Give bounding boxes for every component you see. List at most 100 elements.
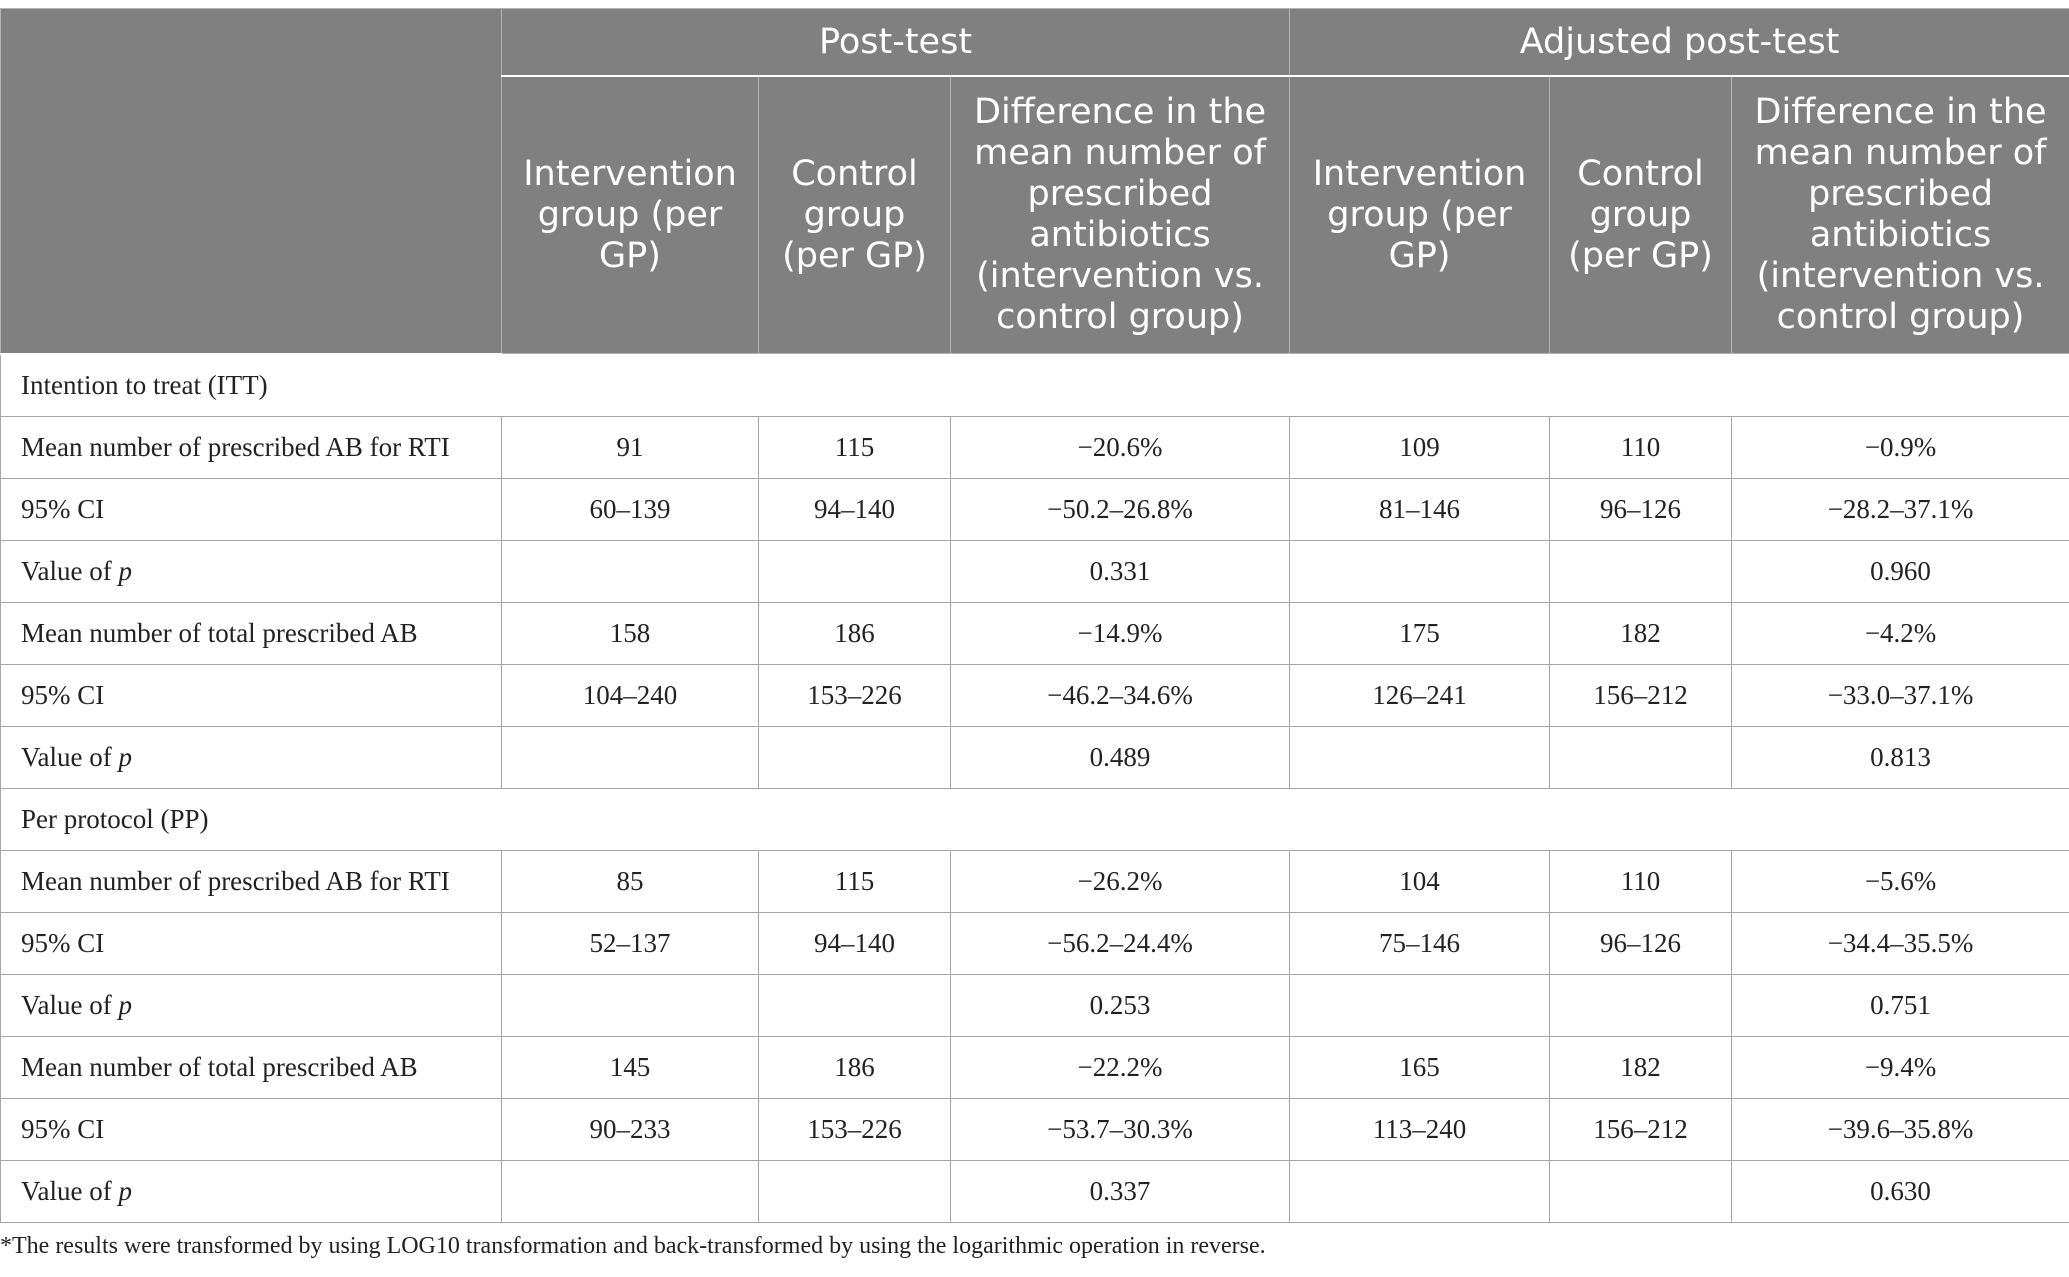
table-cell xyxy=(1549,973,1733,1037)
table-cell: 156–212 xyxy=(1549,1097,1733,1161)
table-cell: 0.331 xyxy=(949,539,1291,603)
table-cell: 0.253 xyxy=(949,973,1291,1037)
table-cell: −53.7–30.3% xyxy=(949,1097,1291,1161)
table-cell: −22.2% xyxy=(949,1035,1291,1099)
table-cell: 60–139 xyxy=(501,477,759,541)
table-cell: 0.489 xyxy=(949,725,1291,789)
header-corner-cell xyxy=(0,8,502,355)
header-post-intervention: Intervention group (per GP) xyxy=(501,75,759,354)
table-cell: 156–212 xyxy=(1549,663,1733,727)
row-label: 95% CI xyxy=(0,1097,502,1161)
table-cell: 75–146 xyxy=(1289,911,1551,975)
table-row: Mean number of total prescribed AB 158 186… xyxy=(0,601,2069,665)
results-table-container: Post-test Adjusted post-test Interventio… xyxy=(0,8,2069,1223)
table-cell: 0.337 xyxy=(949,1159,1291,1223)
table-cell xyxy=(1289,539,1551,603)
row-label-prefix: Value of xyxy=(21,555,119,586)
table-cell: 182 xyxy=(1549,1035,1733,1099)
table-cell: −34.4–35.5% xyxy=(1731,911,2069,975)
header-group-post-test: Post-test xyxy=(500,8,1291,77)
table-cell: 186 xyxy=(758,1035,951,1099)
table-row: Value of p 0.253 0.751 xyxy=(0,973,2069,1037)
table-cell: 145 xyxy=(501,1035,759,1099)
table-cell: 126–241 xyxy=(1289,663,1551,727)
table-cell: 90–233 xyxy=(501,1097,759,1161)
table-cell xyxy=(758,1159,951,1223)
table-cell: 104 xyxy=(1289,849,1551,913)
table-cell xyxy=(758,725,951,789)
row-label-prefix: Value of xyxy=(21,989,119,1020)
header-adjusted-intervention: Intervention group (per GP) xyxy=(1289,75,1551,354)
table-cell xyxy=(501,539,759,603)
table-cell: −56.2–24.4% xyxy=(949,911,1291,975)
results-table: Post-test Adjusted post-test Interventio… xyxy=(0,8,2069,1223)
table-cell: −46.2–34.6% xyxy=(949,663,1291,727)
table-cell: −5.6% xyxy=(1731,849,2069,913)
table-cell: 115 xyxy=(758,849,951,913)
table-row: 95% CI 60–139 94–140 −50.2–26.8% 81–146 96–12… xyxy=(0,477,2069,541)
table-cell xyxy=(1289,973,1551,1037)
table-cell: 91 xyxy=(501,415,759,479)
table-cell: 158 xyxy=(501,601,759,665)
table-cell: 96–126 xyxy=(1549,477,1733,541)
table-body: Intention to treat (ITT) Mean number of p… xyxy=(0,353,2069,1223)
table-row: Mean number of prescribed AB for RTI 85 11… xyxy=(0,849,2069,913)
row-label: 95% CI xyxy=(0,663,502,727)
row-label-prefix: Value of xyxy=(21,1175,119,1206)
header-group-row: Post-test Adjusted post-test xyxy=(0,8,2069,355)
table-cell xyxy=(758,973,951,1037)
row-label: Mean number of prescribed AB for RTI xyxy=(0,849,502,913)
table-cell: 109 xyxy=(1289,415,1551,479)
row-label-variable: p xyxy=(118,1175,132,1206)
header-adjusted-control: Control group (per GP) xyxy=(1549,75,1733,354)
table-cell: −0.9% xyxy=(1731,415,2069,479)
table-cell xyxy=(758,539,951,603)
table-cell: 52–137 xyxy=(501,911,759,975)
table-cell: −14.9% xyxy=(949,601,1291,665)
table-row: 95% CI 90–233 153–226 −53.7–30.3% 113–240 156… xyxy=(0,1097,2069,1161)
table-cell: 165 xyxy=(1289,1035,1551,1099)
table-cell: −33.0–37.1% xyxy=(1731,663,2069,727)
table-cell xyxy=(501,725,759,789)
header-group-adjusted-post-test: Adjusted post-test xyxy=(1289,8,2069,77)
table-cell: −9.4% xyxy=(1731,1035,2069,1099)
table-cell: 0.813 xyxy=(1731,725,2069,789)
table-header: Post-test Adjusted post-test Interventio… xyxy=(0,8,2069,355)
table-row: Value of p 0.337 0.630 xyxy=(0,1159,2069,1223)
table-cell: 94–140 xyxy=(758,477,951,541)
header-post-control: Control group (per GP) xyxy=(758,75,951,354)
table-cell: 85 xyxy=(501,849,759,913)
table-cell: 175 xyxy=(1289,601,1551,665)
row-label: Value of p xyxy=(0,973,502,1037)
header-post-difference: Difference in the mean number of prescri… xyxy=(949,75,1291,354)
table-row: Mean number of total prescribed AB 145 186… xyxy=(0,1035,2069,1099)
row-label-variable: p xyxy=(118,555,132,586)
table-cell xyxy=(1549,539,1733,603)
table-cell: 0.751 xyxy=(1731,973,2069,1037)
table-cell: 96–126 xyxy=(1549,911,1733,975)
section-header-row: Intention to treat (ITT) xyxy=(0,353,2069,417)
table-cell: 113–240 xyxy=(1289,1097,1551,1161)
table-cell xyxy=(501,1159,759,1223)
row-label: 95% CI xyxy=(0,477,502,541)
table-row: Value of p 0.489 0.813 xyxy=(0,725,2069,789)
row-label: Value of p xyxy=(0,1159,502,1223)
table-cell: 110 xyxy=(1549,849,1733,913)
table-footnote: *The results were transformed by using L… xyxy=(0,1233,1266,1259)
row-label-prefix: Value of xyxy=(21,741,119,772)
table-cell: 94–140 xyxy=(758,911,951,975)
row-label-variable: p xyxy=(118,741,132,772)
table-cell xyxy=(1289,725,1551,789)
row-label: 95% CI xyxy=(0,911,502,975)
table-cell xyxy=(501,973,759,1037)
header-subcolumn-row: Intervention group (per GP) Control grou… xyxy=(1,75,2069,354)
table-cell xyxy=(1289,1159,1551,1223)
table-cell: −28.2–37.1% xyxy=(1731,477,2069,541)
table-cell: 182 xyxy=(1549,601,1733,665)
row-label-variable: p xyxy=(118,989,132,1020)
header-adjusted-difference: Difference in the mean number of prescri… xyxy=(1731,75,2069,354)
row-label: Value of p xyxy=(0,725,502,789)
row-label: Mean number of total prescribed AB xyxy=(0,601,502,665)
table-row: 95% CI 52–137 94–140 −56.2–24.4% 75–146 96–12… xyxy=(0,911,2069,975)
row-label: Mean number of total prescribed AB xyxy=(0,1035,502,1099)
